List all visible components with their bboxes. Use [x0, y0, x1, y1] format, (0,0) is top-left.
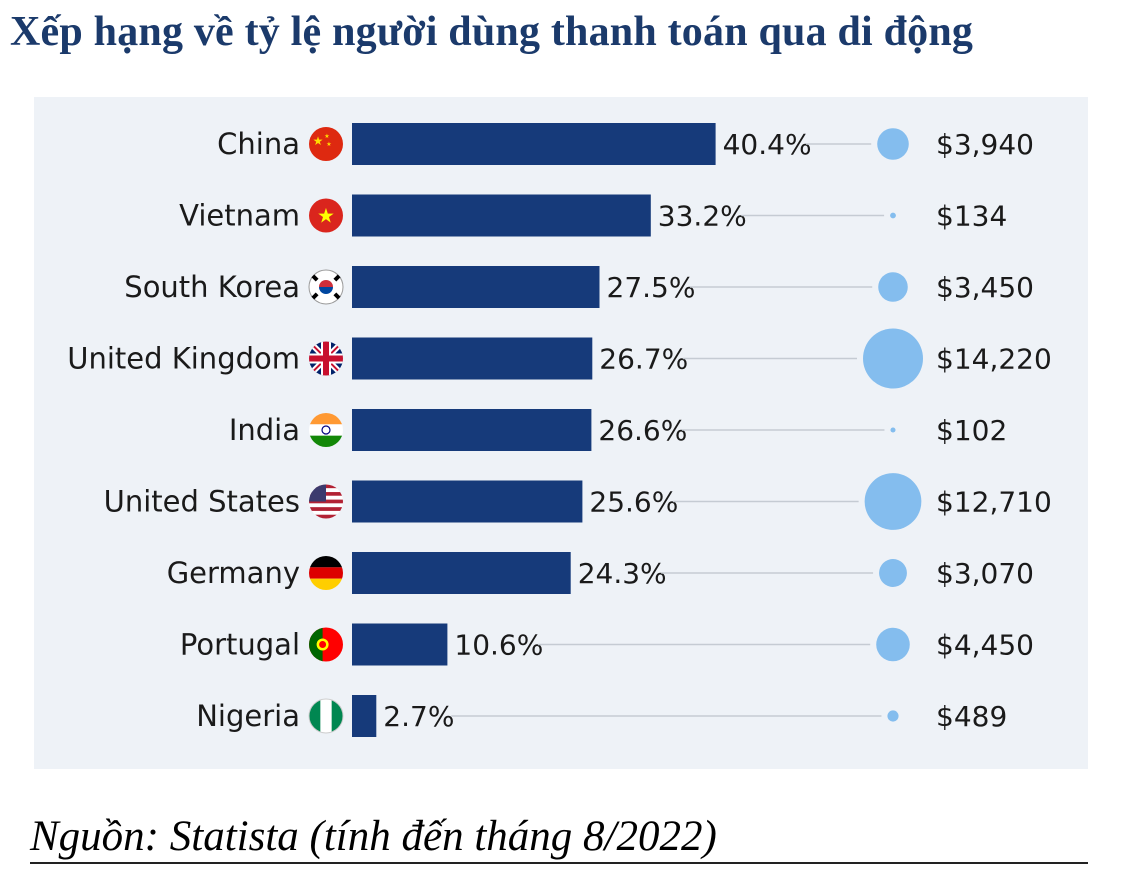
source-underline	[30, 862, 1088, 864]
united-kingdom-flag-icon	[309, 341, 343, 376]
bar	[352, 194, 651, 237]
value-label: 27.5%	[607, 271, 696, 304]
bubble-value-label: $3,450	[936, 271, 1034, 304]
value-label: 2.7%	[383, 700, 454, 733]
bar	[352, 409, 592, 451]
bubble-value-label: $3,070	[936, 557, 1034, 590]
value-label: 26.6%	[598, 414, 687, 447]
value-label: 26.7%	[599, 343, 688, 376]
value-label: 25.6%	[589, 486, 678, 519]
value-label: 33.2%	[658, 200, 747, 233]
category-label: South Korea	[124, 270, 300, 304]
bar	[352, 123, 716, 165]
portugal-flag-icon	[309, 627, 343, 662]
chart-row: United States 25.6% $12,710	[104, 473, 1052, 530]
category-label: India	[229, 413, 300, 447]
bar	[352, 480, 583, 523]
chart-title: Xếp hạng về tỷ lệ người dùng thanh toán …	[10, 9, 974, 55]
chart-row: Vietnam ★ 33.2% $134	[179, 194, 1007, 237]
svg-text:★: ★	[313, 134, 324, 148]
bubble-value-label: $102	[936, 414, 1007, 447]
china-flag-icon: ★ ★★	[309, 127, 343, 161]
bar	[352, 695, 377, 737]
bubble-value-label: $134	[936, 200, 1007, 233]
chart-row: Nigeria 2.7% $489	[196, 695, 1007, 737]
bubble-value-label: $3,940	[936, 128, 1034, 161]
bubble-value-label: $12,710	[936, 486, 1052, 519]
category-label: Vietnam	[179, 199, 300, 233]
gdp-bubble	[890, 427, 896, 433]
value-label: 40.4%	[723, 128, 812, 161]
svg-text:★: ★	[317, 204, 335, 228]
chart-row: India 26.6% $102	[229, 409, 1007, 451]
nigeria-flag-icon	[308, 698, 344, 734]
category-label: Germany	[167, 556, 300, 590]
category-label: Portugal	[180, 628, 300, 662]
bar	[352, 623, 448, 666]
chart-row: Germany 24.3% $3,070	[167, 552, 1034, 594]
gdp-bubble	[863, 328, 923, 389]
chart-row: China ★ ★★ 40.4% $3,940	[217, 123, 1034, 165]
bar	[352, 552, 571, 594]
category-label: China	[217, 127, 300, 161]
bubble-value-label: $4,450	[936, 629, 1034, 662]
category-label: Nigeria	[196, 699, 300, 733]
gdp-bubble	[876, 627, 910, 662]
germany-flag-icon	[309, 556, 343, 590]
chart-row: Portugal 10.6% $4,450	[180, 623, 1034, 666]
bar	[352, 337, 593, 380]
gdp-bubble	[890, 212, 896, 219]
gdp-bubble	[879, 559, 907, 587]
gdp-bubble	[877, 128, 909, 160]
india-flag-icon	[309, 413, 343, 447]
category-label: United Kingdom	[67, 342, 300, 376]
gdp-bubble	[887, 710, 899, 722]
united-states-flag-icon	[309, 484, 343, 519]
bubble-value-label: $14,220	[936, 343, 1052, 376]
south-korea-flag-icon	[308, 269, 344, 305]
svg-text:★: ★	[326, 141, 331, 148]
source-note: Nguồn: Statista (tính đến tháng 8/2022)	[30, 813, 717, 860]
svg-text:★: ★	[324, 133, 329, 140]
bubble-value-label: $489	[936, 700, 1007, 733]
value-label: 10.6%	[454, 629, 543, 662]
vietnam-flag-icon: ★	[309, 198, 343, 233]
gdp-bubble	[878, 272, 908, 302]
value-label: 24.3%	[578, 557, 667, 590]
category-label: United States	[104, 485, 300, 519]
chart-row: United Kingdom 26.7% $14,220	[67, 328, 1052, 389]
chart-row: South Korea 27.5% $3,450	[124, 266, 1034, 308]
gdp-bubble	[864, 473, 922, 530]
bar	[352, 266, 600, 308]
